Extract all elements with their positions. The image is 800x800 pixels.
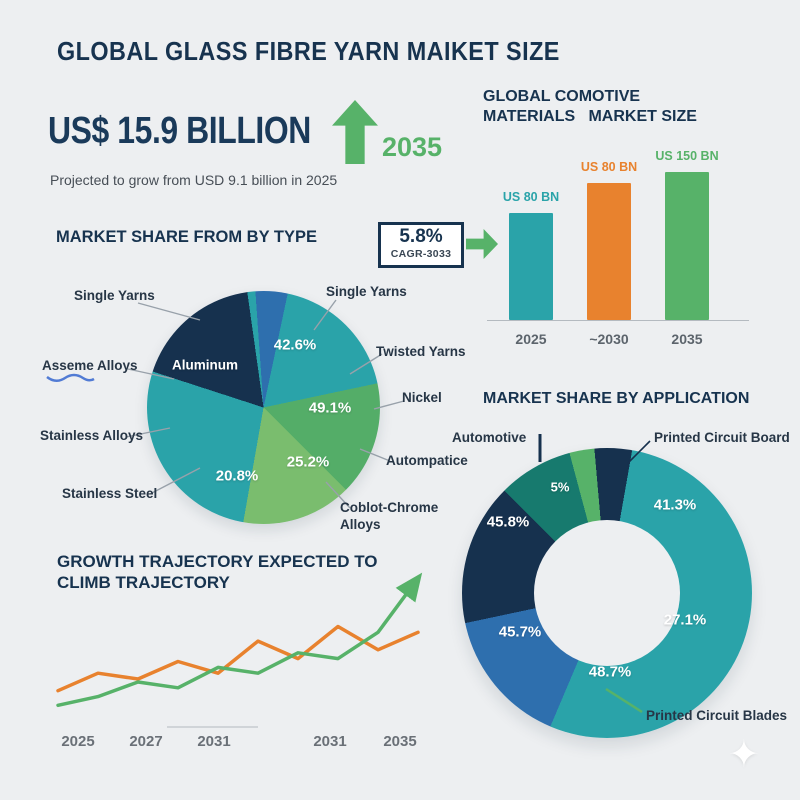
donut-percent-label: 48.7%	[588, 663, 632, 681]
pie-callout-label: Stainless Steel	[62, 486, 158, 501]
cagr-badge: 5.8% CAGR-3033	[378, 222, 464, 268]
blue-scribble-underline	[46, 373, 95, 382]
line-x-label: 2031	[313, 733, 347, 750]
bar-chart	[487, 150, 749, 321]
bar-year-label: ~2030	[589, 331, 629, 347]
line-x-label: 2035	[383, 733, 417, 750]
line-series-orange-trend	[56, 624, 420, 693]
pie-callout-label: Stainless Alloys	[40, 428, 144, 443]
donut-percent-label: 41.3%	[653, 496, 697, 514]
pie-callout-label: Single Yarns	[74, 288, 155, 303]
bar-section-title-line2: MATERIALS MARKET SIZE	[483, 108, 697, 125]
bar-2025	[509, 213, 553, 320]
bar-section-title-line1: GLOBAL COMOTIVE	[483, 88, 641, 105]
pie-percent-label: 20.8%	[215, 467, 259, 485]
bar-year-label: 2025	[515, 331, 547, 347]
donut-percent-label: 5%	[550, 479, 570, 495]
line-x-label: 2027	[129, 733, 163, 750]
growth-up-arrow-icon	[332, 100, 378, 164]
pie-callout-label: Coblot-Chrome Alloys	[340, 500, 439, 532]
donut-chart	[462, 448, 752, 738]
pie-slice-label-aluminum: Aluminum	[172, 357, 238, 373]
headline-value: US$ 15.9 BILLION	[48, 110, 311, 152]
line-series-green-trend	[56, 572, 423, 708]
pie-callout-label: Autompatice	[386, 453, 468, 468]
pie-percent-label: 49.1%	[308, 399, 352, 417]
pie-callout-label: Single Yarns	[326, 284, 407, 299]
cagr-label: CAGR-3033	[390, 247, 452, 260]
page-title: GLOBAL GLASS FIBRE YARN MAIKET SIZE	[57, 36, 560, 66]
line-x-label: 2031	[197, 733, 231, 750]
line-chart	[56, 572, 423, 708]
donut-percent-label: 27.1%	[663, 611, 707, 629]
bar-value-label: US 150 BN	[655, 149, 719, 163]
bar-year-label: 2035	[671, 331, 703, 347]
pie-percent-label: 42.6%	[273, 336, 317, 354]
headline-subtitle: Projected to grow from USD 9.1 billion i…	[50, 172, 338, 188]
bar-2030	[587, 183, 631, 320]
pie-section-title: MARKET SHARE FROM BY TYPE	[56, 228, 317, 246]
pie-callout-label: Asseme Alloys	[42, 358, 138, 373]
bar-2035	[665, 172, 709, 320]
line-section-title-line1: GROWTH TRAJECTORY EXPECTED TO	[57, 552, 378, 571]
pie-percent-label: 25.2%	[286, 453, 330, 471]
cagr-value: 5.8%	[399, 226, 443, 247]
pie-callout-label: Twisted Yarns	[376, 344, 466, 359]
pie-callout-label: Nickel	[402, 390, 442, 405]
line-x-label: 2025	[61, 733, 95, 750]
donut-percent-label: 45.8%	[486, 513, 530, 531]
line-section-title-line2: CLIMB TRAJECTORY	[57, 573, 230, 592]
donut-callout-label: Printed Circuit Blades	[646, 708, 788, 723]
bar-value-label: US 80 BN	[580, 160, 638, 174]
donut-callout-label: Printed Circuit Board	[654, 430, 790, 445]
donut-section-title: MARKET SHARE BY APPLICATION	[483, 390, 750, 407]
headline-year: 2035	[382, 132, 443, 162]
sparkle-icon: ✦	[728, 734, 760, 776]
donut-percent-label: 45.7%	[498, 623, 542, 641]
bar-value-label: US 80 BN	[502, 190, 560, 204]
donut-callout-label: Automotive	[452, 430, 527, 445]
bar-baseline	[487, 320, 749, 321]
